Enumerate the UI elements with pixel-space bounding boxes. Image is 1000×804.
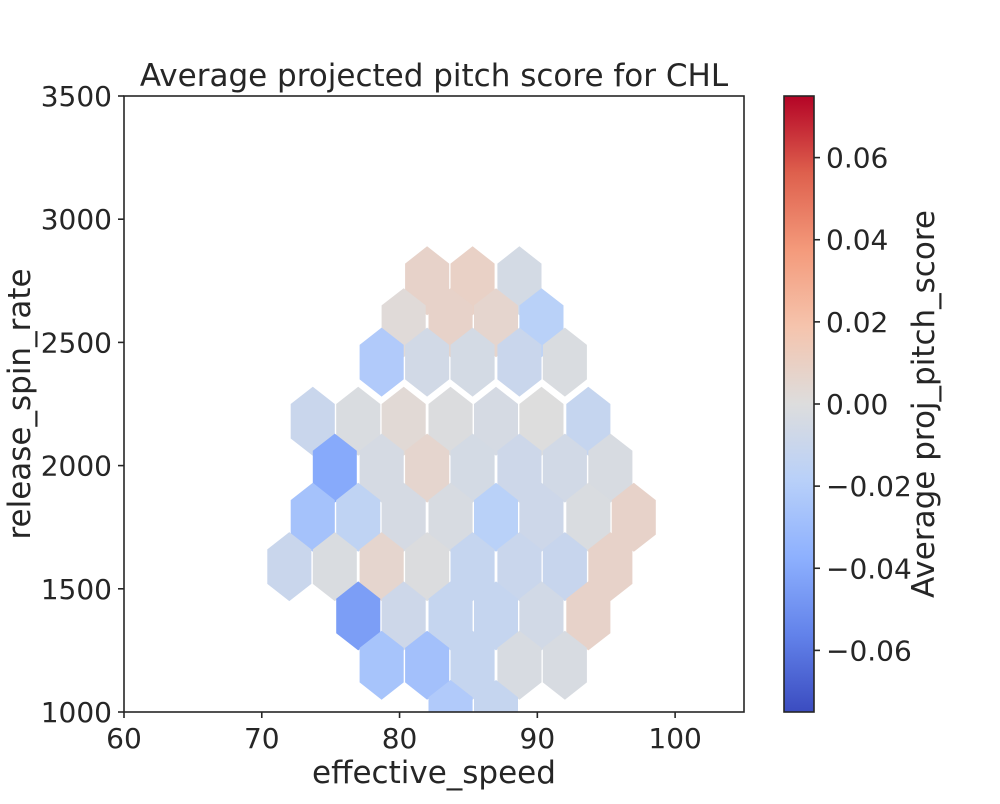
hex-cell bbox=[428, 386, 473, 456]
hex-cell bbox=[359, 532, 404, 602]
colorbar-tick-label: −0.06 bbox=[826, 634, 912, 667]
hex-cell bbox=[336, 581, 381, 651]
hex-cell bbox=[359, 433, 404, 503]
hex-cell bbox=[474, 386, 518, 456]
hex-cell bbox=[428, 680, 473, 712]
colorbar-tick-label: 0.06 bbox=[826, 142, 888, 175]
hex-cell bbox=[359, 630, 404, 700]
y-tick-label: 3000 bbox=[41, 203, 112, 236]
hex-cell bbox=[381, 386, 426, 456]
hex-cell bbox=[566, 386, 611, 456]
hex-cell bbox=[497, 630, 542, 700]
hex-cell bbox=[588, 532, 633, 602]
y-axis-label: release_spin_rate bbox=[2, 268, 38, 539]
hex-cell bbox=[519, 581, 564, 651]
hex-cell bbox=[428, 581, 473, 651]
y-tick-label: 1000 bbox=[41, 696, 112, 729]
hex-cell bbox=[519, 482, 564, 552]
x-tick-label: 60 bbox=[106, 722, 142, 755]
hex-cell bbox=[381, 482, 426, 552]
chart-title: Average projected pitch score for CHL bbox=[140, 58, 729, 94]
hex-cell bbox=[497, 327, 542, 397]
hex-cell bbox=[519, 386, 564, 456]
hex-cell bbox=[336, 482, 381, 552]
hex-cell bbox=[611, 482, 656, 552]
hex-cell bbox=[450, 630, 495, 700]
hex-cell bbox=[450, 433, 495, 503]
colorbar-tick-label: −0.02 bbox=[826, 470, 912, 503]
y-tick-label: 2000 bbox=[41, 450, 112, 483]
hex-cell bbox=[497, 433, 542, 503]
x-axis-label: effective_speed bbox=[312, 755, 556, 791]
colorbar-tick-label: −0.04 bbox=[826, 552, 912, 585]
y-tick-label: 1500 bbox=[41, 573, 112, 606]
hex-cell bbox=[450, 532, 495, 602]
hex-cell bbox=[428, 482, 473, 552]
hex-cell bbox=[566, 581, 611, 651]
colorbar-tick-label: 0.00 bbox=[826, 388, 888, 421]
x-tick-label: 100 bbox=[648, 722, 701, 755]
hex-cell bbox=[381, 581, 426, 651]
hex-cell bbox=[290, 386, 335, 456]
hex-cell bbox=[450, 327, 495, 397]
hex-layer bbox=[267, 246, 656, 712]
hex-cell bbox=[405, 532, 450, 602]
hex-cell bbox=[542, 433, 587, 503]
y-axis-ticks: 1000 1500 2000 2500 3000 3500 bbox=[41, 80, 124, 729]
hex-cell bbox=[312, 532, 357, 602]
x-tick-label: 80 bbox=[382, 722, 418, 755]
hex-cell bbox=[405, 433, 450, 503]
hex-cell bbox=[359, 327, 404, 397]
x-tick-label: 90 bbox=[520, 722, 556, 755]
hex-cell bbox=[290, 482, 335, 552]
hex-cell bbox=[405, 630, 450, 700]
hex-cell bbox=[542, 630, 587, 700]
colorbar-tick-label: 0.02 bbox=[826, 306, 888, 339]
hex-cell bbox=[542, 327, 587, 397]
colorbar-ticks: −0.06 −0.04 −0.02 0.00 0.02 0.04 0.06 bbox=[814, 142, 912, 667]
colorbar-label: Average proj_pitch_score bbox=[906, 210, 942, 598]
x-tick-label: 70 bbox=[244, 722, 280, 755]
hex-cell bbox=[405, 327, 450, 397]
hex-cell bbox=[474, 581, 518, 651]
hex-cell bbox=[588, 433, 633, 503]
colorbar bbox=[783, 95, 815, 713]
hex-cell bbox=[566, 482, 611, 552]
plot-frame bbox=[123, 95, 745, 713]
colorbar-tick-label: 0.04 bbox=[826, 224, 888, 257]
hex-cell bbox=[267, 532, 312, 602]
y-tick-label: 2500 bbox=[41, 326, 112, 359]
hex-cell bbox=[312, 433, 357, 503]
y-tick-label: 3500 bbox=[41, 80, 112, 113]
hex-cell bbox=[542, 532, 587, 602]
hex-cell bbox=[474, 482, 518, 552]
hex-cell bbox=[336, 386, 381, 456]
hex-cell bbox=[497, 532, 542, 602]
x-axis-ticks: 60 70 80 90 100 bbox=[106, 712, 702, 755]
hex-cell bbox=[474, 680, 518, 712]
